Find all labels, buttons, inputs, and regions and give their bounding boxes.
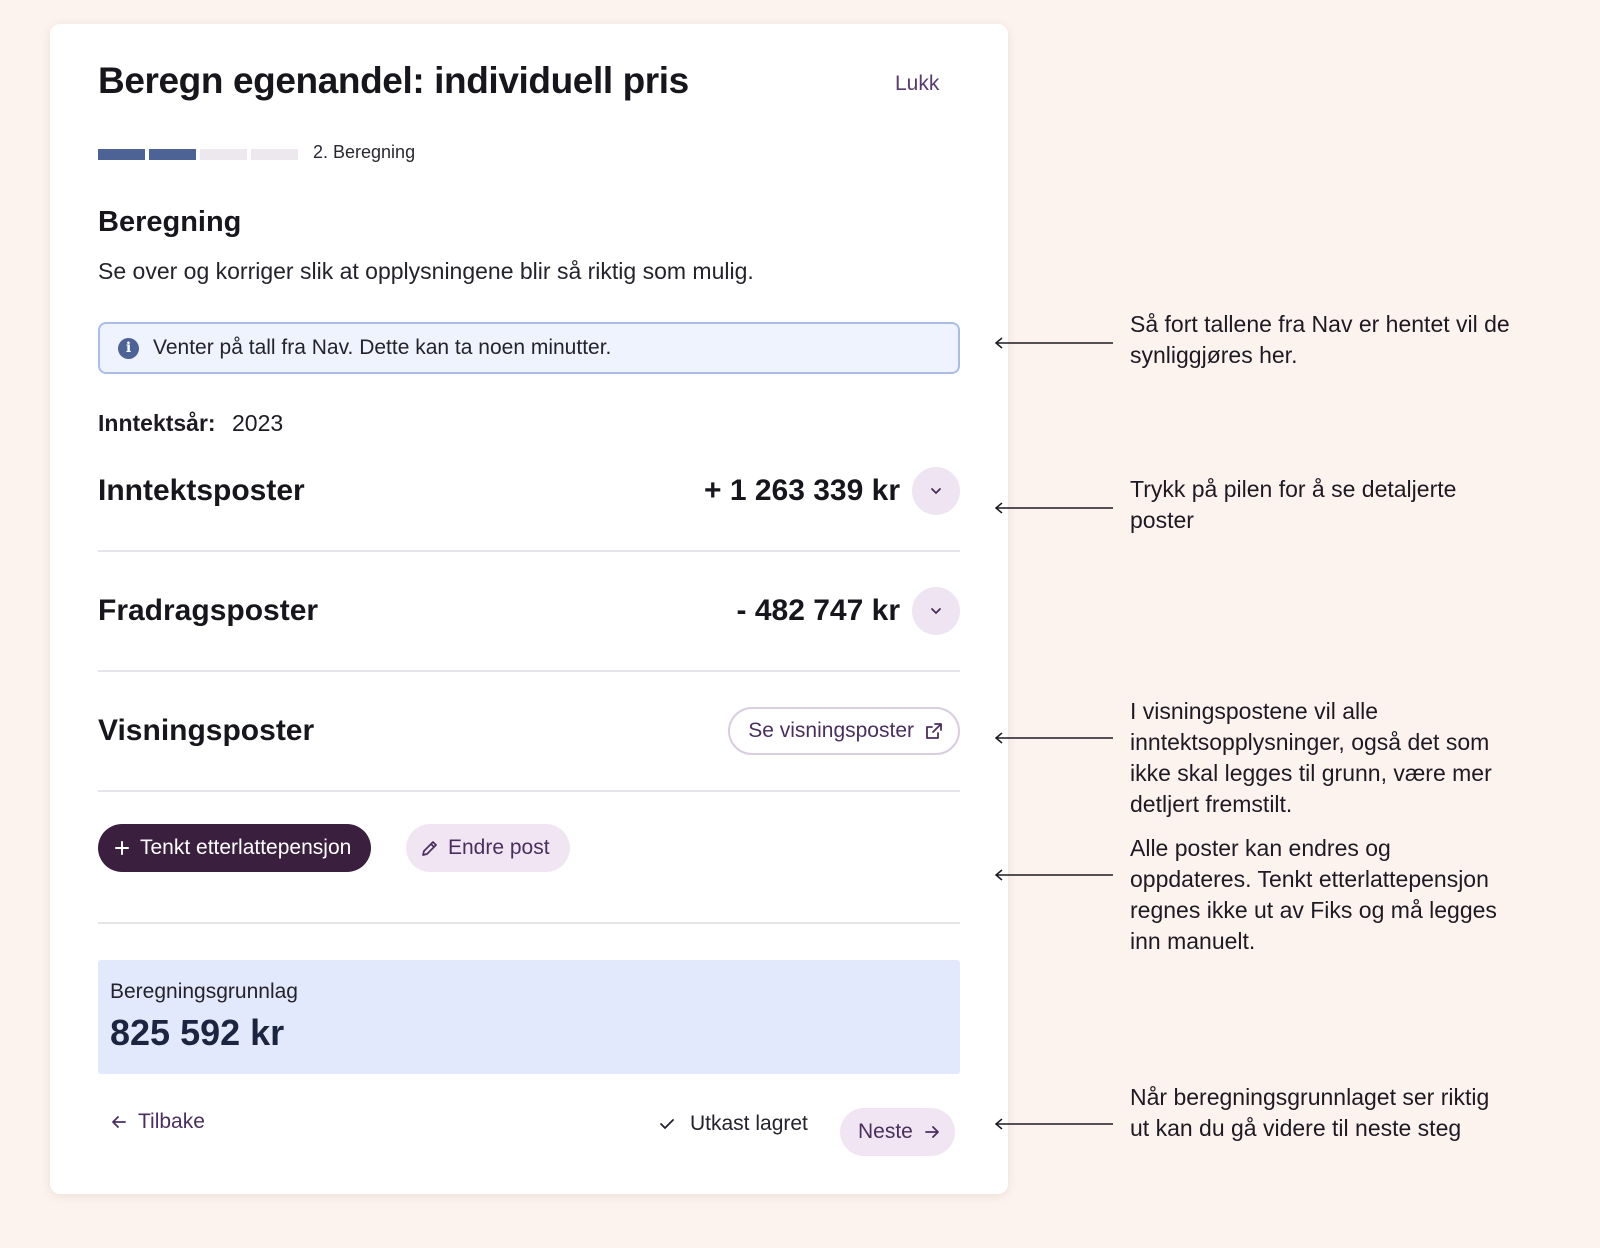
annotation-text: Når beregningsgrunnlaget ser riktig ut k…: [1130, 1084, 1490, 1141]
annotation-display-posts: I visningspostene vil alle inntektsopply…: [993, 698, 1492, 817]
section-subtitle: Se over og korriger slik at opplysningen…: [98, 258, 754, 284]
arrow-left-icon: [994, 732, 1113, 744]
arrow-right-icon: [924, 1126, 939, 1138]
annotation-text: Alle poster kan endres og oppdateres. Te…: [1130, 835, 1497, 954]
checkmark-icon: [660, 1119, 674, 1129]
edit-post-label: Endre post: [448, 836, 550, 859]
deduction-posts-title: Fradragsposter: [98, 594, 319, 627]
back-label: Tilbake: [138, 1110, 205, 1133]
arrow-left-icon: [994, 869, 1113, 881]
arrow-left-icon: [994, 502, 1113, 514]
annotation-text: Trykk på pilen for å se detaljerte poste…: [1130, 476, 1457, 533]
add-survivor-pension-button[interactable]: Tenkt etterlattepensjon: [98, 824, 372, 872]
income-posts-title: Inntektsposter: [98, 474, 305, 507]
info-alert: i Venter på tall fra Nav. Dette kan ta n…: [98, 322, 960, 374]
annotation-next: Når beregningsgrunnlaget ser riktig ut k…: [993, 1084, 1489, 1141]
calculation-basis-value: 825 592 kr: [110, 1012, 285, 1053]
edit-post-button[interactable]: Endre post: [406, 824, 570, 872]
progress-step-1: [98, 149, 145, 160]
view-display-posts-label: Se visningsposter: [748, 719, 914, 742]
next-button[interactable]: Neste: [840, 1108, 955, 1156]
view-display-posts-button[interactable]: Se visningsposter: [728, 707, 960, 755]
info-icon: i: [118, 337, 139, 359]
plus-icon: [115, 841, 129, 855]
step-label: 2. Beregning: [313, 142, 416, 162]
progress-step-2: [149, 149, 196, 160]
draft-saved-status: Utkast lagret: [658, 1112, 808, 1136]
chevron-down-icon: [931, 608, 941, 614]
pencil-icon: [422, 841, 437, 856]
annotation-expand: Trykk på pilen for å se detaljerte poste…: [993, 476, 1456, 533]
info-alert-text: Venter på tall fra Nav. Dette kan ta noe…: [153, 336, 612, 359]
deduction-posts-row: Fradragsposter - 482 747 kr: [98, 552, 960, 672]
annotation-edit: Alle poster kan endres og oppdateres. Te…: [993, 835, 1497, 954]
arrow-left-icon: [112, 1116, 126, 1128]
calculation-basis-box: Beregningsgrunnlag 825 592 kr: [98, 960, 960, 1074]
external-link-icon: [926, 723, 942, 739]
draft-saved-label: Utkast lagret: [690, 1112, 808, 1135]
progress-step-4: [251, 149, 298, 160]
expand-deduction-button[interactable]: [912, 587, 960, 635]
income-year: Inntektsår: 2023: [98, 410, 283, 437]
income-year-value: 2023: [231, 410, 284, 436]
annotation-text: I visningspostene vil alle inntektsopply…: [1130, 698, 1492, 817]
back-button[interactable]: Tilbake: [110, 1110, 205, 1134]
next-label: Neste: [858, 1120, 913, 1143]
display-posts-row: Visningsposter Se visningsposter: [98, 672, 960, 792]
chevron-down-icon: [931, 488, 941, 494]
section-title: Beregning: [98, 206, 242, 238]
calculation-modal: Beregn egenandel: individuell pris Lukk …: [50, 24, 1008, 1194]
post-actions-row: Tenkt etterlattepensjon Endre post: [98, 804, 960, 924]
expand-income-button[interactable]: [912, 467, 960, 515]
annotation-text: Så fort tallene fra Nav er hentet vil de…: [1130, 311, 1510, 368]
progress-step-3: [200, 149, 247, 160]
annotation-info: Så fort tallene fra Nav er hentet vil de…: [993, 311, 1510, 368]
progress-indicator: [98, 149, 298, 160]
add-survivor-pension-label: Tenkt etterlattepensjon: [140, 836, 352, 859]
arrow-left-icon: [994, 1118, 1113, 1130]
modal-title: Beregn egenandel: individuell pris: [98, 60, 689, 101]
arrow-left-icon: [994, 337, 1113, 349]
display-posts-title: Visningsposter: [98, 714, 315, 747]
close-link[interactable]: Lukk: [895, 72, 940, 95]
deduction-posts-amount: - 482 747 kr: [736, 594, 900, 627]
income-year-label: Inntektsår:: [98, 410, 216, 436]
income-posts-row: Inntektsposter + 1 263 339 kr: [98, 432, 960, 552]
calculation-basis-label: Beregningsgrunnlag: [110, 980, 298, 1003]
income-posts-amount: + 1 263 339 kr: [703, 474, 900, 507]
